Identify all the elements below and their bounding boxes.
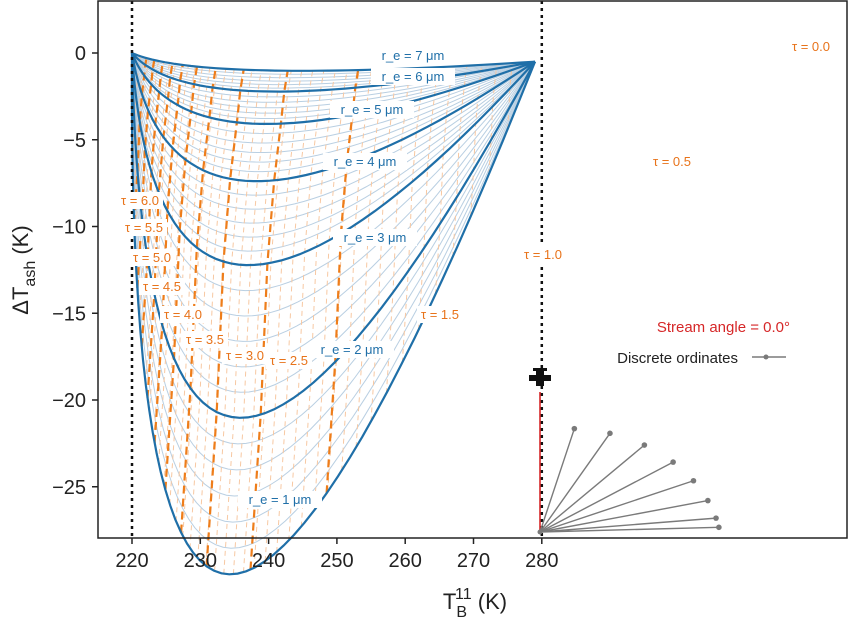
x-tick-label: 220 bbox=[115, 550, 148, 572]
radius-label-bg bbox=[323, 153, 407, 170]
optical-depth-label: τ = 4.0 bbox=[164, 307, 202, 322]
radius-label-bg bbox=[333, 229, 417, 246]
effective-radius-line bbox=[130, 52, 536, 267]
ordinate-point bbox=[670, 459, 676, 465]
x-tick-label: 280 bbox=[525, 550, 558, 572]
axis-ticks: 220 230 240 250 260 270 280 0 −5 −10 −15 −20 −25 bbox=[52, 43, 558, 572]
x-tick-label: 270 bbox=[457, 550, 490, 572]
stream-angle-label: Stream angle = 0.0° bbox=[657, 319, 790, 336]
optical-depth-label: τ = 4.5 bbox=[143, 279, 181, 294]
optical-depth-label-bg bbox=[788, 38, 834, 55]
ordinate-ray bbox=[539, 517, 717, 533]
optical-depth-label-bg bbox=[520, 246, 566, 263]
effective-radius-line bbox=[130, 52, 536, 126]
radius-label-bg bbox=[330, 101, 414, 118]
radius-label: r_e = 6 μm bbox=[382, 69, 445, 84]
radius-label-bg bbox=[310, 341, 394, 358]
y-tick-label: −10 bbox=[52, 217, 86, 239]
radius-label: r_e = 3 μm bbox=[344, 230, 407, 245]
ordinate-point bbox=[690, 477, 697, 484]
x-tick-label: 230 bbox=[184, 550, 217, 572]
ordinate-ray bbox=[539, 499, 708, 533]
radius-label-bg bbox=[371, 47, 455, 64]
radius-label: r_e = 2 μm bbox=[321, 342, 384, 357]
radius-label-bg bbox=[371, 68, 455, 85]
ordinate-point bbox=[713, 515, 719, 521]
optical-depth-label: τ = 3.5 bbox=[186, 332, 224, 347]
y-tick-label: −25 bbox=[52, 477, 86, 499]
radius-label: r_e = 5 μm bbox=[341, 102, 404, 117]
optical-depth-label: τ = 1.5 bbox=[421, 307, 459, 322]
y-tick-label: −5 bbox=[63, 130, 86, 152]
thin-radius-line bbox=[131, 52, 536, 210]
optical-depth-label-bg bbox=[222, 347, 268, 364]
ordinate-point bbox=[571, 425, 578, 432]
ordinate-ray bbox=[539, 428, 576, 533]
effective-radius-line bbox=[130, 52, 536, 183]
optical-depth-label: τ = 1.0 bbox=[524, 247, 562, 262]
optical-depth-label: τ = 6.0 bbox=[121, 193, 159, 208]
optical-depth-label: τ = 5.5 bbox=[125, 220, 163, 235]
optical-depth-label: τ = 0.0 bbox=[792, 39, 830, 54]
x-tick-label: 240 bbox=[252, 550, 285, 572]
optical-depth-label-bg bbox=[649, 153, 695, 170]
thin-radius-line bbox=[131, 52, 536, 144]
optical-depth-label-bg bbox=[266, 352, 312, 369]
ordinate-point bbox=[716, 524, 722, 531]
ordinate-ray bbox=[539, 461, 674, 533]
ordinate-ray bbox=[539, 444, 645, 533]
optical-depth-label-bg bbox=[139, 278, 185, 295]
ordinate-point bbox=[705, 497, 711, 504]
thin-optical-depth-line bbox=[300, 70, 336, 527]
optical-depth-label: τ = 3.0 bbox=[226, 348, 264, 363]
thin-radius-line bbox=[131, 53, 536, 549]
optical-depth-label-bg bbox=[117, 192, 163, 209]
optical-depth-label-bg bbox=[129, 249, 175, 266]
discrete-ordinates-legend-marker bbox=[752, 354, 786, 360]
optical-depth-line bbox=[180, 68, 217, 533]
optical-depth-label-bg bbox=[160, 306, 206, 323]
ordinate-origin bbox=[537, 529, 543, 535]
satellite-icon bbox=[529, 368, 551, 386]
x-tick-label: 260 bbox=[389, 550, 422, 572]
ordinate-point bbox=[641, 442, 648, 448]
optical-depth-label-bg bbox=[121, 219, 167, 236]
x-tick-label: 250 bbox=[320, 550, 353, 572]
inset-stream-diagram bbox=[529, 368, 722, 535]
y-tick-label: −20 bbox=[52, 390, 86, 412]
ordinate-point bbox=[607, 430, 613, 437]
thin-radius-line bbox=[131, 52, 536, 497]
effective-radius-line bbox=[130, 52, 537, 576]
ordinate-ray bbox=[539, 480, 694, 533]
thin-radius-line bbox=[131, 52, 536, 445]
optical-depth-label: τ = 0.5 bbox=[653, 154, 691, 169]
discrete-ordinates-label: Discrete ordinates bbox=[617, 350, 738, 367]
optical-depth-label: τ = 5.0 bbox=[133, 250, 171, 265]
plot-frame bbox=[97, 0, 848, 539]
effective-radius-line bbox=[131, 51, 536, 72]
ordinate-ray bbox=[539, 432, 611, 533]
optical-depth-label-bg bbox=[417, 306, 463, 323]
radius-label: r_e = 4 μm bbox=[334, 154, 397, 169]
x-axis-title: TB11 (K) bbox=[443, 586, 507, 619]
radius-label-bg bbox=[238, 491, 322, 508]
optical-depth-label: τ = 2.5 bbox=[270, 353, 308, 368]
thin-radius-line bbox=[131, 52, 536, 119]
curve-labels: r_e = 1 μm r_e = 2 μm r_e = 3 μm r_e = 4 μm… bbox=[117, 38, 834, 508]
y-tick-label: 0 bbox=[75, 43, 86, 65]
y-tick-label: −15 bbox=[52, 303, 86, 325]
y-axis-title: ΔTash (K) bbox=[8, 225, 39, 314]
ordinate-ray bbox=[539, 526, 719, 533]
thin-radius-line bbox=[131, 52, 536, 238]
radius-label: r_e = 1 μm bbox=[249, 492, 312, 507]
optical-depth-label-bg bbox=[182, 331, 228, 348]
radius-label: r_e = 7 μm bbox=[382, 48, 445, 63]
reference-lines bbox=[130, 1, 544, 538]
